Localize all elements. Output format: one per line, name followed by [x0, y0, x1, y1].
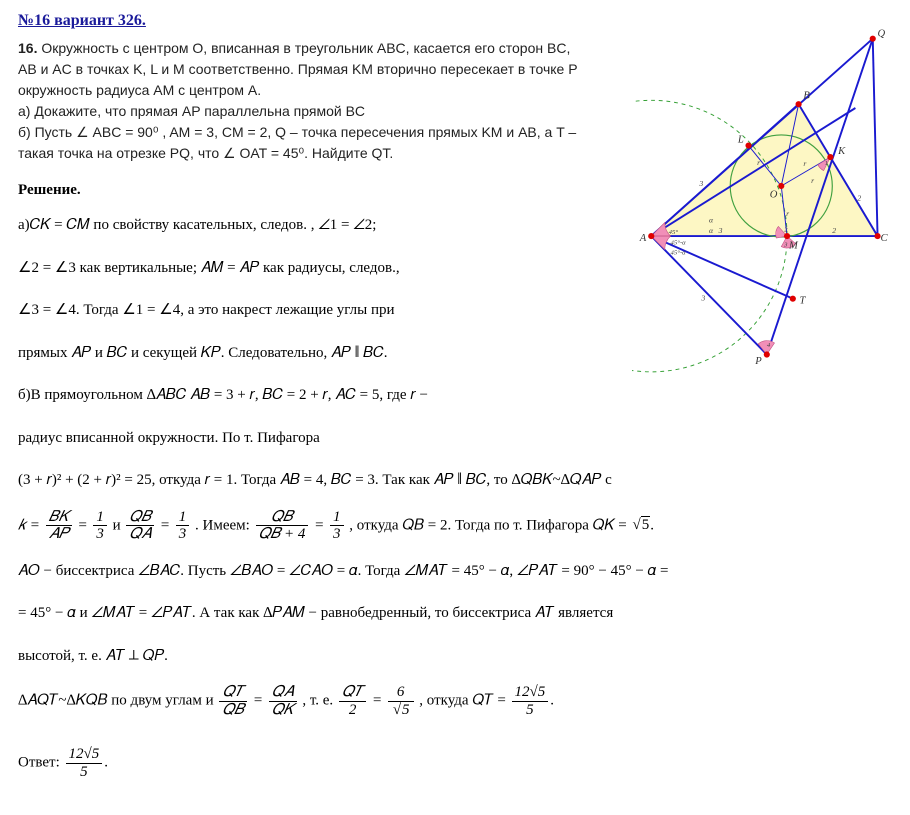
solution-line: = 45° − 𝛼 и ∠𝑀𝐴𝑇 = ∠𝑃𝐴𝑇. А так как ∆𝑃𝐴𝑀 …: [18, 599, 892, 628]
fraction: 𝑄𝐴𝑄𝐾: [269, 684, 297, 718]
problem-line: а) Докажите, что прямая AP параллельна п…: [18, 103, 365, 119]
solution-line: радиус вписанной окружности. По т. Пифаг…: [18, 424, 892, 453]
fraction: 𝑄𝑇𝑄𝐵: [219, 684, 247, 718]
fraction: 12√55: [512, 684, 549, 718]
svg-text:45°-α: 45°-α: [671, 249, 687, 256]
math-text: 𝑘 =: [18, 517, 40, 533]
problem-line: такая точка на отрезке PQ, что ∠ OAT = 4…: [18, 145, 393, 161]
fraction: 13: [93, 509, 107, 543]
fraction: 𝑄𝑇2: [339, 684, 366, 718]
svg-text:1: 1: [825, 160, 828, 167]
geometry-figure: Q B L K O A M C T P r r r r 3 3 2 2 3 α …: [632, 12, 892, 412]
svg-text:3: 3: [698, 179, 703, 188]
svg-text:P: P: [754, 356, 762, 367]
figure-svg: Q B L K O A M C T P r r r r 3 3 2 2 3 α …: [632, 12, 892, 412]
svg-text:C: C: [880, 233, 888, 244]
svg-text:L: L: [737, 135, 744, 146]
svg-text:3: 3: [700, 294, 705, 303]
fraction: 13: [176, 509, 190, 543]
problem-line: окружность радиуса AM с центром A.: [18, 82, 261, 98]
svg-text:O: O: [770, 190, 778, 201]
svg-text:2: 2: [832, 226, 836, 235]
svg-text:3: 3: [718, 226, 723, 235]
fraction: 𝑄𝐵𝑄𝐵 + 4: [256, 509, 309, 543]
solution-line: 𝐴𝑂 − биссектриса ∠𝐵𝐴𝐶. Пусть ∠𝐵𝐴𝑂 = ∠𝐶𝐴𝑂…: [18, 557, 892, 586]
fraction: 𝑄𝐵𝑄𝐴: [126, 509, 154, 543]
answer: Ответ: 12√55.: [18, 746, 892, 780]
problem-line: Окружность с центром O, вписанная в треу…: [41, 40, 570, 56]
fraction: 65: [388, 684, 414, 718]
fraction: 13: [330, 509, 344, 543]
svg-text:Q: Q: [878, 29, 886, 40]
svg-text:K: K: [837, 146, 846, 157]
solution-line: 𝑘 = 𝐵𝐾𝐴𝑃 = 13 и 𝑄𝐵𝑄𝐴 = 13 . Имеем: 𝑄𝐵𝑄𝐵 …: [18, 509, 892, 543]
svg-text:T: T: [800, 295, 807, 306]
svg-text:2: 2: [857, 193, 861, 202]
solution-line: высотой, т. е. 𝐴𝑇 ⊥ 𝑄𝑃.: [18, 642, 892, 671]
sqrt: 5: [630, 511, 650, 540]
problem-line: AB и AC в точках K, L и M соответственно…: [18, 61, 578, 77]
fraction: 12√55: [66, 746, 103, 780]
solution-line: (3 + 𝑟)² + (2 + 𝑟)² = 25, откуда 𝑟 = 1. …: [18, 466, 892, 495]
svg-text:45°: 45°: [669, 229, 679, 236]
problem-number: 16.: [18, 40, 37, 56]
fraction: 𝐵𝐾𝐴𝑃: [46, 509, 72, 543]
svg-text:3: 3: [783, 242, 788, 249]
svg-text:B: B: [803, 90, 810, 101]
problem-line: б) Пусть ∠ ABC = 90⁰ , AM = 3, CM = 2, Q…: [18, 124, 576, 140]
svg-text:A: A: [639, 233, 647, 244]
answer-label: Ответ:: [18, 754, 64, 770]
solution-line: ∆𝐴𝑄𝑇~∆𝐾𝑄𝐵 по двум углам и 𝑄𝑇𝑄𝐵 = 𝑄𝐴𝑄𝐾 , …: [18, 684, 892, 718]
svg-text:M: M: [788, 241, 799, 252]
svg-text:45°-α: 45°-α: [671, 240, 687, 247]
